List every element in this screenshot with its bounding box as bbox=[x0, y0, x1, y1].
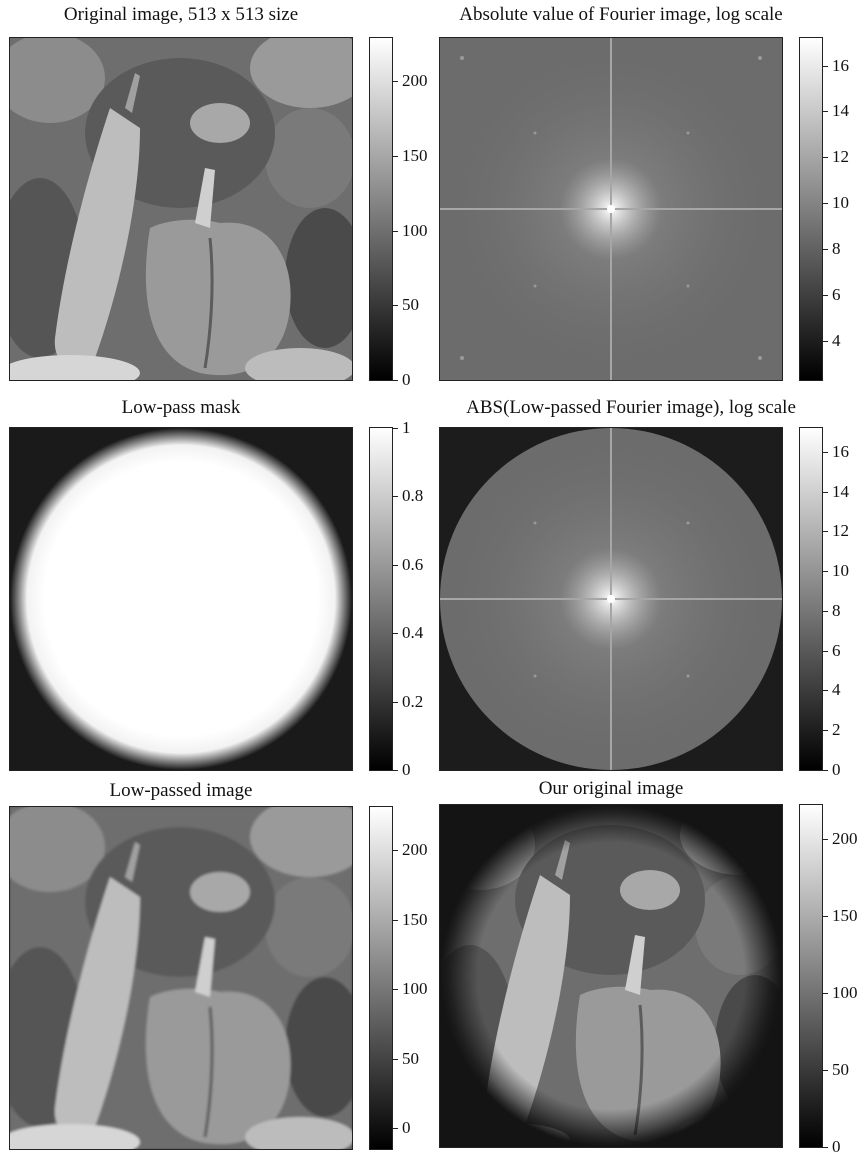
colorbar-tick bbox=[393, 305, 398, 306]
mask-image bbox=[9, 427, 353, 771]
colorbar-tick-label: 16 bbox=[832, 442, 849, 461]
colorbar-tick bbox=[393, 380, 398, 381]
colorbar-tick-label: 14 bbox=[832, 482, 849, 501]
colorbar-tick bbox=[823, 651, 828, 652]
colorbar-tick bbox=[393, 920, 398, 921]
colorbar-tick bbox=[823, 249, 828, 250]
panel-title-our-original: Our original image bbox=[538, 778, 684, 799]
colorbar-tick-label: 1 bbox=[402, 418, 411, 437]
colorbar-tick bbox=[823, 690, 828, 691]
colorbar-tick-label: 150 bbox=[402, 146, 428, 165]
colorbar-our-original: 0 50 100 150 200 bbox=[799, 804, 858, 1156]
colorbar-tick bbox=[393, 231, 398, 232]
colorbar-tick bbox=[393, 156, 398, 157]
colorbar-tick-label: 0 bbox=[832, 760, 841, 779]
colorbar-original: 0 50 100 150 200 bbox=[369, 37, 428, 389]
colorbar-tick-label: 10 bbox=[832, 193, 849, 212]
colorbar-tick bbox=[393, 496, 398, 497]
colorbar-tick bbox=[823, 157, 828, 158]
colorbar-tick-label: 200 bbox=[402, 71, 428, 90]
original-image bbox=[9, 37, 353, 381]
colorbar-tick-label: 50 bbox=[402, 295, 419, 314]
panel-title-original: Original image, 513 x 513 size bbox=[63, 4, 299, 25]
colorbar-tick bbox=[823, 341, 828, 342]
colorbar-tick bbox=[823, 770, 828, 771]
colorbar-tick bbox=[823, 295, 828, 296]
colorbar-tick bbox=[393, 1128, 398, 1129]
panel-title-masked-fourier: ABS(Low-passed Fourier image), log scale bbox=[466, 397, 796, 418]
colorbar-tick bbox=[393, 565, 398, 566]
colorbar-tick-label: 0 bbox=[402, 760, 411, 779]
colorbar-tick-label: 200 bbox=[832, 829, 858, 848]
colorbar-tick bbox=[823, 611, 828, 612]
colorbar-tick-label: 0 bbox=[402, 1118, 411, 1137]
colorbar-tick-label: 0 bbox=[832, 1137, 841, 1156]
colorbar-tick bbox=[823, 916, 828, 917]
colorbar-tick-label: 100 bbox=[402, 979, 428, 998]
colorbar-tick-label: 200 bbox=[402, 840, 428, 859]
colorbar-tick bbox=[823, 452, 828, 453]
colorbar-tick bbox=[823, 839, 828, 840]
colorbar-tick-label: 0.6 bbox=[402, 555, 424, 574]
colorbar-masked-fourier: 0 2 4 6 8 10 12 14 16 bbox=[799, 427, 849, 779]
colorbar-tick-label: 4 bbox=[832, 680, 841, 699]
colorbar-tick-label: 0.8 bbox=[402, 486, 424, 505]
colorbar-tick bbox=[823, 531, 828, 532]
colorbar-tick bbox=[393, 428, 398, 429]
colorbar-tick bbox=[393, 633, 398, 634]
colorbar-tick bbox=[823, 66, 828, 67]
colorbar-tick-label: 0.2 bbox=[402, 692, 424, 711]
masked-fourier-image bbox=[439, 427, 783, 771]
colorbar-tick bbox=[393, 770, 398, 771]
colorbar-tick-label: 150 bbox=[832, 906, 858, 925]
colorbar-tick bbox=[823, 571, 828, 572]
panel-title-mask: Low-pass mask bbox=[121, 397, 241, 418]
colorbar-tick-label: 12 bbox=[832, 147, 849, 166]
colorbar-tick-label: 8 bbox=[832, 239, 841, 258]
colorbar-tick-label: 16 bbox=[832, 56, 849, 75]
colorbar-tick bbox=[393, 81, 398, 82]
panel-title-fourier: Absolute value of Fourier image, log sca… bbox=[459, 4, 783, 25]
colorbar-lowpassed: 0 50 100 150 200 bbox=[369, 806, 428, 1150]
colorbar-tick bbox=[393, 702, 398, 703]
colorbar-mask: 0 0.2 0.4 0.6 0.8 1 bbox=[369, 418, 423, 779]
colorbar-tick-label: 0 bbox=[402, 370, 411, 389]
colorbar-fourier: 4 6 8 10 12 14 16 bbox=[799, 37, 849, 381]
colorbar-tick-label: 50 bbox=[402, 1049, 419, 1068]
colorbar-tick bbox=[823, 111, 828, 112]
colorbar-tick-label: 150 bbox=[402, 910, 428, 929]
colorbar-tick bbox=[823, 993, 828, 994]
colorbar-tick-label: 8 bbox=[832, 601, 841, 620]
colorbar-tick bbox=[823, 492, 828, 493]
colorbar-tick-label: 12 bbox=[832, 521, 849, 540]
colorbar-tick bbox=[393, 989, 398, 990]
colorbar-tick bbox=[823, 1147, 828, 1148]
colorbar-tick bbox=[823, 730, 828, 731]
colorbar-tick bbox=[393, 1059, 398, 1060]
colorbar-tick bbox=[823, 1070, 828, 1071]
colorbar-tick-label: 6 bbox=[832, 641, 841, 660]
colorbar-tick-label: 4 bbox=[832, 331, 841, 350]
colorbar-tick-label: 50 bbox=[832, 1060, 849, 1079]
colorbar-tick-label: 100 bbox=[402, 221, 428, 240]
our-original-image bbox=[439, 804, 783, 1148]
colorbar-tick-label: 100 bbox=[832, 983, 858, 1002]
colorbar-tick-label: 14 bbox=[832, 101, 849, 120]
colorbar-tick-label: 10 bbox=[832, 561, 849, 580]
fourier-image bbox=[439, 37, 783, 381]
colorbar-tick bbox=[823, 203, 828, 204]
colorbar-tick-label: 0.4 bbox=[402, 623, 424, 642]
panel-title-lowpassed: Low-passed image bbox=[109, 780, 253, 801]
colorbar-tick bbox=[393, 850, 398, 851]
lowpassed-image bbox=[9, 806, 353, 1150]
colorbar-tick-label: 2 bbox=[832, 720, 841, 739]
colorbar-tick-label: 6 bbox=[832, 285, 841, 304]
